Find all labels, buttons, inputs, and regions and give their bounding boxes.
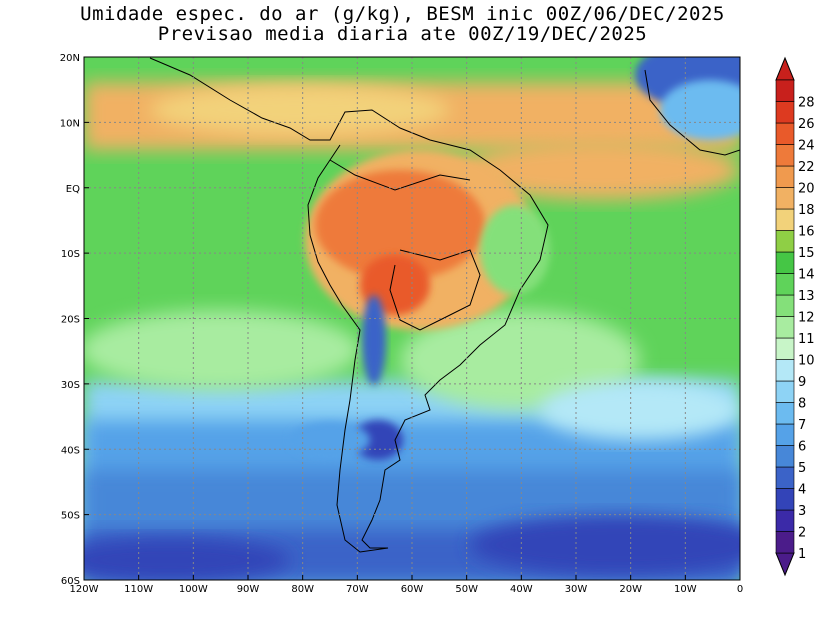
colorbar-segment [775, 165, 795, 188]
map-title-line2: Previsao media diaria ate 00Z/19/DEC/202… [157, 23, 648, 45]
colorbar-segment [775, 144, 795, 167]
colorbar-segment [775, 445, 795, 468]
lat-tick-label: EQ [66, 184, 80, 195]
lon-tick-label: 60W [401, 584, 424, 595]
lon-tick-label: 80W [291, 584, 314, 595]
humidity-field [84, 57, 740, 580]
colorbar-segment [775, 316, 795, 339]
colorbar-segment [775, 337, 795, 360]
colorbar-segment [775, 294, 795, 317]
lat-tick-label: 60S [61, 576, 80, 587]
map-grid [84, 57, 740, 580]
colorbar-label: 20 [798, 182, 815, 197]
colorbar-segment [775, 509, 795, 532]
lat-tick-label: 10N [60, 118, 80, 129]
colorbar-min-triangle [775, 552, 795, 577]
colorbar-label: 11 [798, 332, 815, 347]
colorbar-segment [775, 187, 795, 210]
colorbar-segment [775, 359, 795, 382]
colorbar-label: 4 [798, 483, 806, 498]
lon-tick-label: 120W [70, 584, 99, 595]
colorbar-label: 12 [798, 311, 815, 326]
longitude-axis: 120W 110W 100W 90W 80W 70W 60W 50W 40W 30W 20W 10W 0 [70, 575, 743, 595]
colorbar-label: 28 [798, 96, 815, 111]
colorbar-label: 9 [798, 375, 806, 390]
colorbar-segment [775, 122, 795, 145]
map-title-line1: Umidade espec. do ar (g/kg), BESM inic 0… [80, 3, 725, 25]
lon-tick-label: 50W [455, 584, 478, 595]
colorbar-label: 8 [798, 397, 806, 412]
colorbar-segment [775, 101, 795, 124]
colorbar-label: 22 [798, 160, 815, 175]
colorbar-label: 14 [798, 268, 815, 283]
lon-tick-label: 0 [737, 584, 743, 595]
colorbar-segment [775, 531, 795, 554]
colorbar-segment [775, 423, 795, 446]
lat-tick-label: 10S [61, 249, 80, 260]
colorbar-segment [775, 251, 795, 274]
colorbar-label: 13 [798, 289, 815, 304]
lon-tick-label: 20W [619, 584, 642, 595]
colorbar-label: 5 [798, 461, 806, 476]
lat-tick-label: 50S [61, 511, 80, 522]
colorbar-label: 7 [798, 418, 806, 433]
lon-tick-label: 100W [179, 584, 208, 595]
colorbar-label: 26 [798, 117, 815, 132]
colorbar-segment [775, 402, 795, 425]
lat-tick-label: 20N [60, 53, 80, 64]
lon-tick-label: 110W [124, 584, 153, 595]
colorbar-label: 24 [798, 139, 815, 154]
lat-tick-label: 40S [61, 445, 80, 456]
colorbar-label: 1 [798, 547, 806, 562]
colorbar-label: 16 [798, 225, 815, 240]
lat-tick-label: 30S [61, 380, 80, 391]
colorbar-segment [775, 488, 795, 511]
colorbar-segment [775, 230, 795, 253]
lon-tick-label: 90W [237, 584, 260, 595]
colorbar-segment [775, 79, 795, 102]
colorbar-max-triangle [775, 56, 795, 81]
colorbar-segment [775, 208, 795, 231]
lon-tick-label: 10W [674, 584, 697, 595]
colorbar-segment [775, 380, 795, 403]
colorbar-segment [775, 273, 795, 296]
lon-tick-label: 30W [565, 584, 588, 595]
colorbar-label: 15 [798, 246, 815, 261]
colorbar-label: 3 [798, 504, 806, 519]
lat-tick-label: 20S [61, 315, 80, 326]
lon-tick-label: 40W [510, 584, 533, 595]
lon-tick-label: 70W [346, 584, 369, 595]
colorbar-label: 18 [798, 203, 815, 218]
latitude-axis: 20N 10N EQ 10S 20S 30S 40S 50S 60S [60, 53, 89, 587]
colorbar-segment [775, 466, 795, 489]
colorbar-label: 6 [798, 440, 806, 455]
colorbar-label: 2 [798, 526, 806, 541]
colorbar-label: 10 [798, 354, 815, 369]
